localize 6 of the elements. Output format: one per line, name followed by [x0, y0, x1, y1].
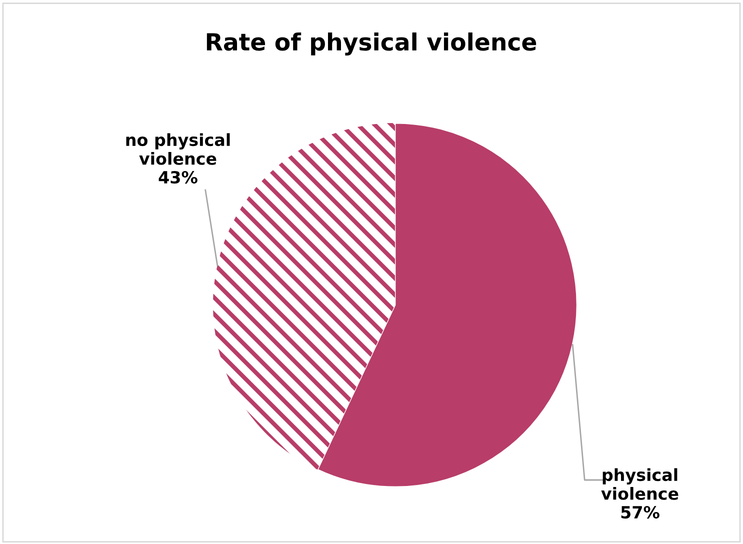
pie-slice	[316, 122, 578, 488]
data-label: 57%	[621, 506, 660, 519]
slice-label: no physical violence	[126, 133, 230, 165]
data-label: 43%	[158, 170, 198, 184]
slice-label: physical violence	[601, 468, 678, 500]
chart-title: Rate of physical violence	[206, 32, 536, 56]
